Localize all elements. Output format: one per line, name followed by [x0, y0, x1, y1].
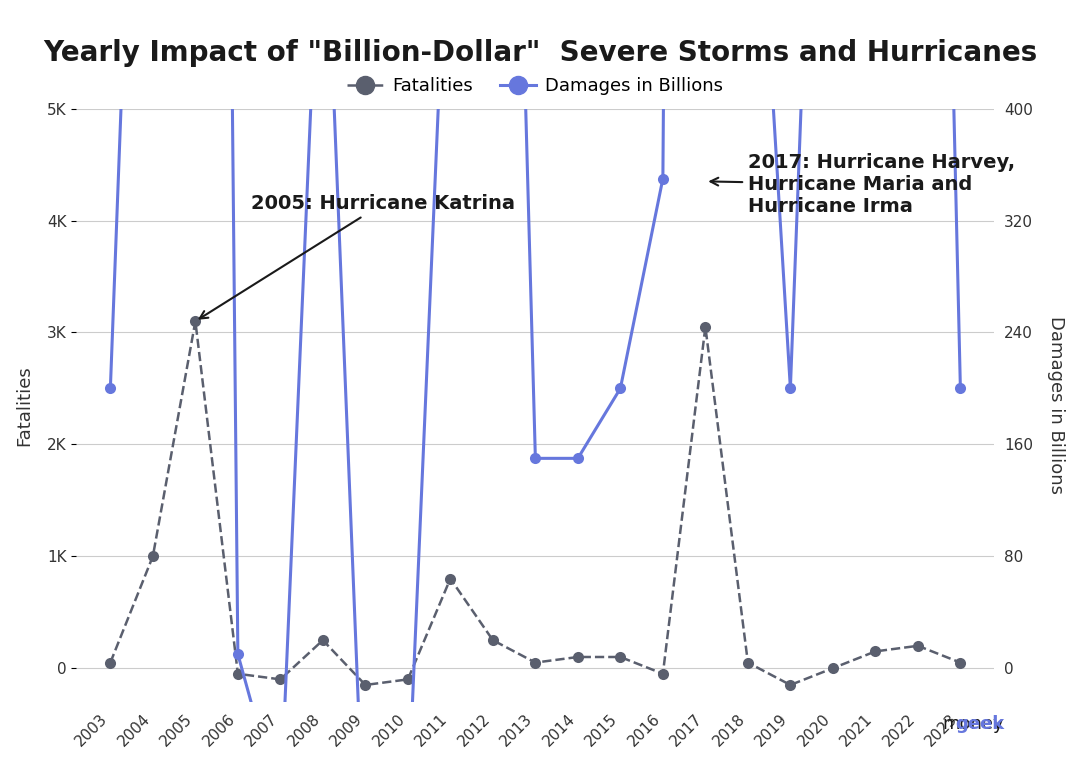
Text: geek: geek	[955, 715, 1004, 733]
Y-axis label: Fatalities: Fatalities	[15, 365, 33, 445]
Y-axis label: Damages in Billions: Damages in Billions	[1047, 316, 1065, 495]
Text: 2005: Hurricane Katrina: 2005: Hurricane Katrina	[200, 194, 514, 318]
Text: money: money	[943, 715, 1004, 733]
Text: Yearly Impact of "Billion-Dollar"  Severe Storms and Hurricanes: Yearly Impact of "Billion-Dollar" Severe…	[43, 39, 1037, 67]
Legend: Fatalities, Damages in Billions: Fatalities, Damages in Billions	[340, 70, 731, 103]
Text: 2017: Hurricane Harvey,
Hurricane Maria and
Hurricane Irma: 2017: Hurricane Harvey, Hurricane Maria …	[711, 154, 1015, 216]
